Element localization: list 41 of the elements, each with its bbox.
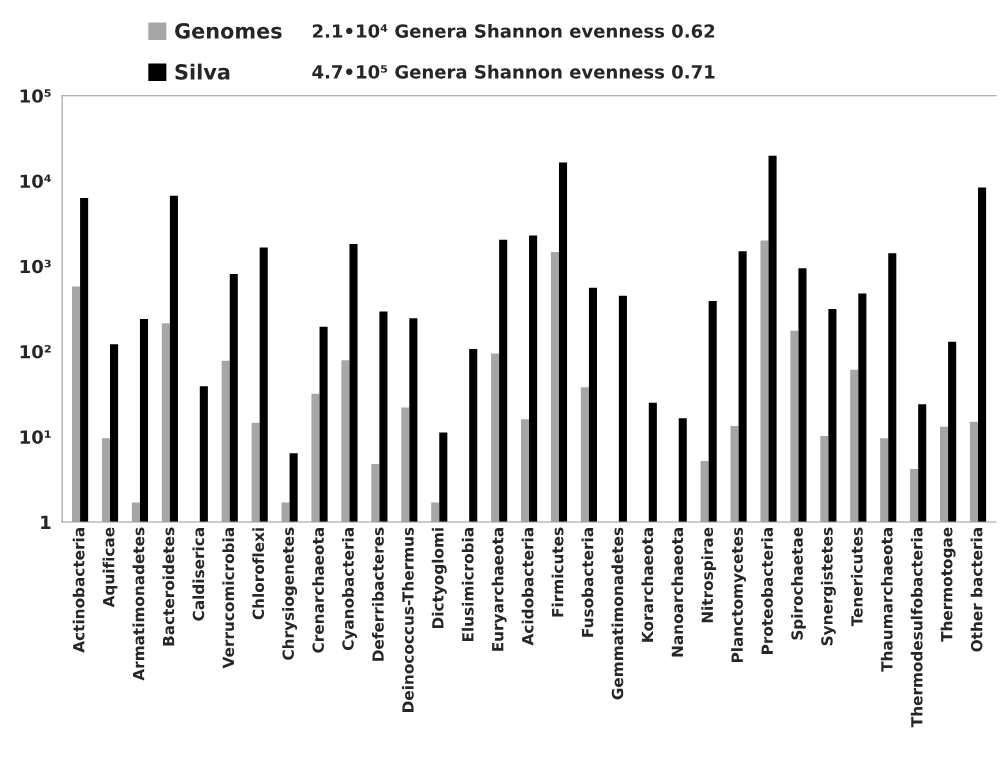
x-tick-label: Crenarchaeota [312,528,324,653]
y-tick-label: 10² [20,344,51,359]
x-tick-label: Deferribacteres [372,527,384,661]
x-tick-label: Fusobacteria [581,528,594,637]
x-tick-label: Aquificae [102,527,118,608]
x-tick-label: Nanoarchaeota [671,528,684,657]
legend-label: Silva [175,63,230,80]
x-tick-label: Thermodesulfobacteria [910,528,923,728]
x-tick-label: Planctomycetes [731,527,747,663]
x-tick-label: Acidobacteria [521,528,534,646]
x-tick-label: Proteobacteria [761,528,773,654]
x-tick-label: Spirochaetae [791,527,806,640]
x-tick-label: Korarchaeota [641,528,654,642]
y-tick-label: 1 [41,515,51,529]
x-tick-label: Euryarchaeota [491,528,507,651]
x-tick-label: Bacteroidetes [162,527,175,646]
x-tick-label: Armatimonadetes [132,527,145,681]
text: 2.1•10⁴ Genera Shannon evenness 0.62 [312,23,715,38]
x-tick-label: Deinococcus-Thermus [401,527,414,712]
x-tick-label: Synergistetes [820,527,836,646]
y-tick-label: 10¹ [20,430,51,444]
x-tick-label: Nitrospirae [701,527,717,623]
x-tick-label: Chrysiogenetes [282,527,298,660]
x-tick-label: Thermotogae [940,527,956,642]
x-tick-label: Gemmatimonadetes [611,527,624,700]
y-tick-label: 10⁴ [20,174,51,189]
y-tick-label: 10⁵ [20,89,51,103]
x-tick-label: Caldiserica [192,528,205,621]
x-tick-label: Other bacteria [970,528,983,652]
text: 4.7•10⁵ Genera Shannon evenness 0.71 [312,64,715,79]
x-tick-label: Dictyoglomi [431,528,447,629]
y-tick-label: 10³ [20,259,51,274]
legend-label: Genomes [175,23,282,39]
x-tick-label: Cyanobacteria [342,528,357,651]
x-tick-label: Verrucomicrobia [222,528,235,669]
x-tick-label: Firmicutes [551,527,564,617]
x-tick-label: Actinobacteria [72,528,85,653]
x-tick-label: Chloroflexi [252,528,265,620]
x-tick-label: Elusimicrobia [461,528,474,642]
x-tick-label: Thaumarchaeota [880,528,893,672]
x-tick-label: Tenericutes [850,527,863,627]
